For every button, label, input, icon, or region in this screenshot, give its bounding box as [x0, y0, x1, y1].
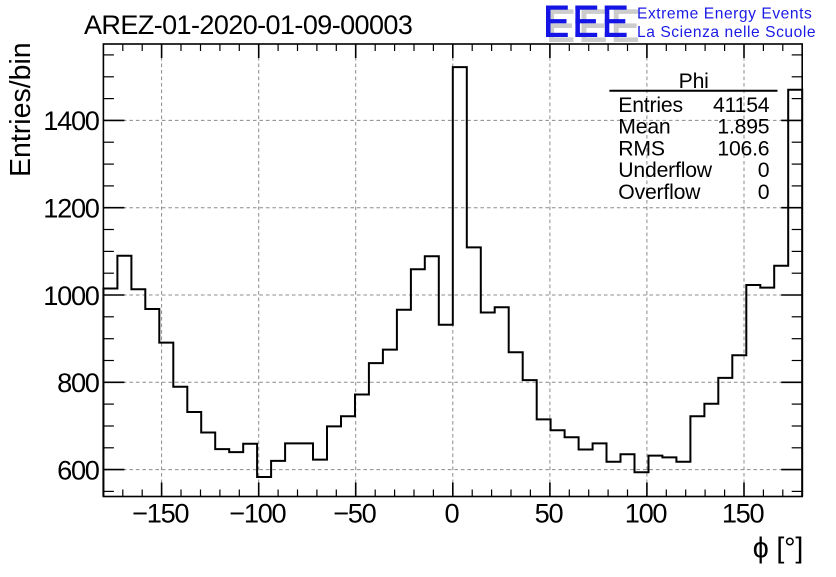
svg-text:1200: 1200: [43, 193, 99, 224]
svg-text:Overflow: Overflow: [618, 181, 701, 204]
svg-text:0: 0: [444, 498, 459, 529]
svg-text:Underflow: Underflow: [618, 159, 712, 182]
svg-text:1400: 1400: [43, 105, 99, 136]
svg-text:−50: −50: [333, 498, 376, 529]
svg-text:150: 150: [722, 498, 765, 529]
svg-text:0: 0: [758, 181, 770, 204]
svg-text:Mean: Mean: [618, 116, 670, 139]
svg-text:600: 600: [57, 454, 100, 485]
svg-text:1.895: 1.895: [717, 116, 769, 139]
svg-text:−100: −100: [229, 498, 286, 529]
svg-text:−150: −150: [132, 498, 189, 529]
svg-text:Phi: Phi: [679, 70, 709, 93]
svg-text:ϕ [°]: ϕ [°]: [753, 533, 803, 565]
svg-text:La Scienza nelle Scuole: La Scienza nelle Scuole: [637, 24, 816, 41]
svg-text:0: 0: [758, 159, 770, 182]
svg-text:50: 50: [535, 498, 564, 529]
svg-text:800: 800: [57, 367, 100, 398]
svg-text:Entries: Entries: [618, 94, 683, 117]
svg-text:41154: 41154: [713, 94, 770, 117]
svg-text:AREZ-01-2020-01-09-00003: AREZ-01-2020-01-09-00003: [84, 10, 412, 40]
svg-text:106.6: 106.6: [717, 137, 769, 160]
svg-text:1000: 1000: [43, 280, 99, 311]
svg-text:Extreme Energy Events: Extreme Energy Events: [637, 5, 812, 22]
svg-text:Entries/bin: Entries/bin: [5, 42, 37, 177]
svg-text:RMS: RMS: [618, 137, 665, 160]
svg-text:100: 100: [625, 498, 668, 529]
